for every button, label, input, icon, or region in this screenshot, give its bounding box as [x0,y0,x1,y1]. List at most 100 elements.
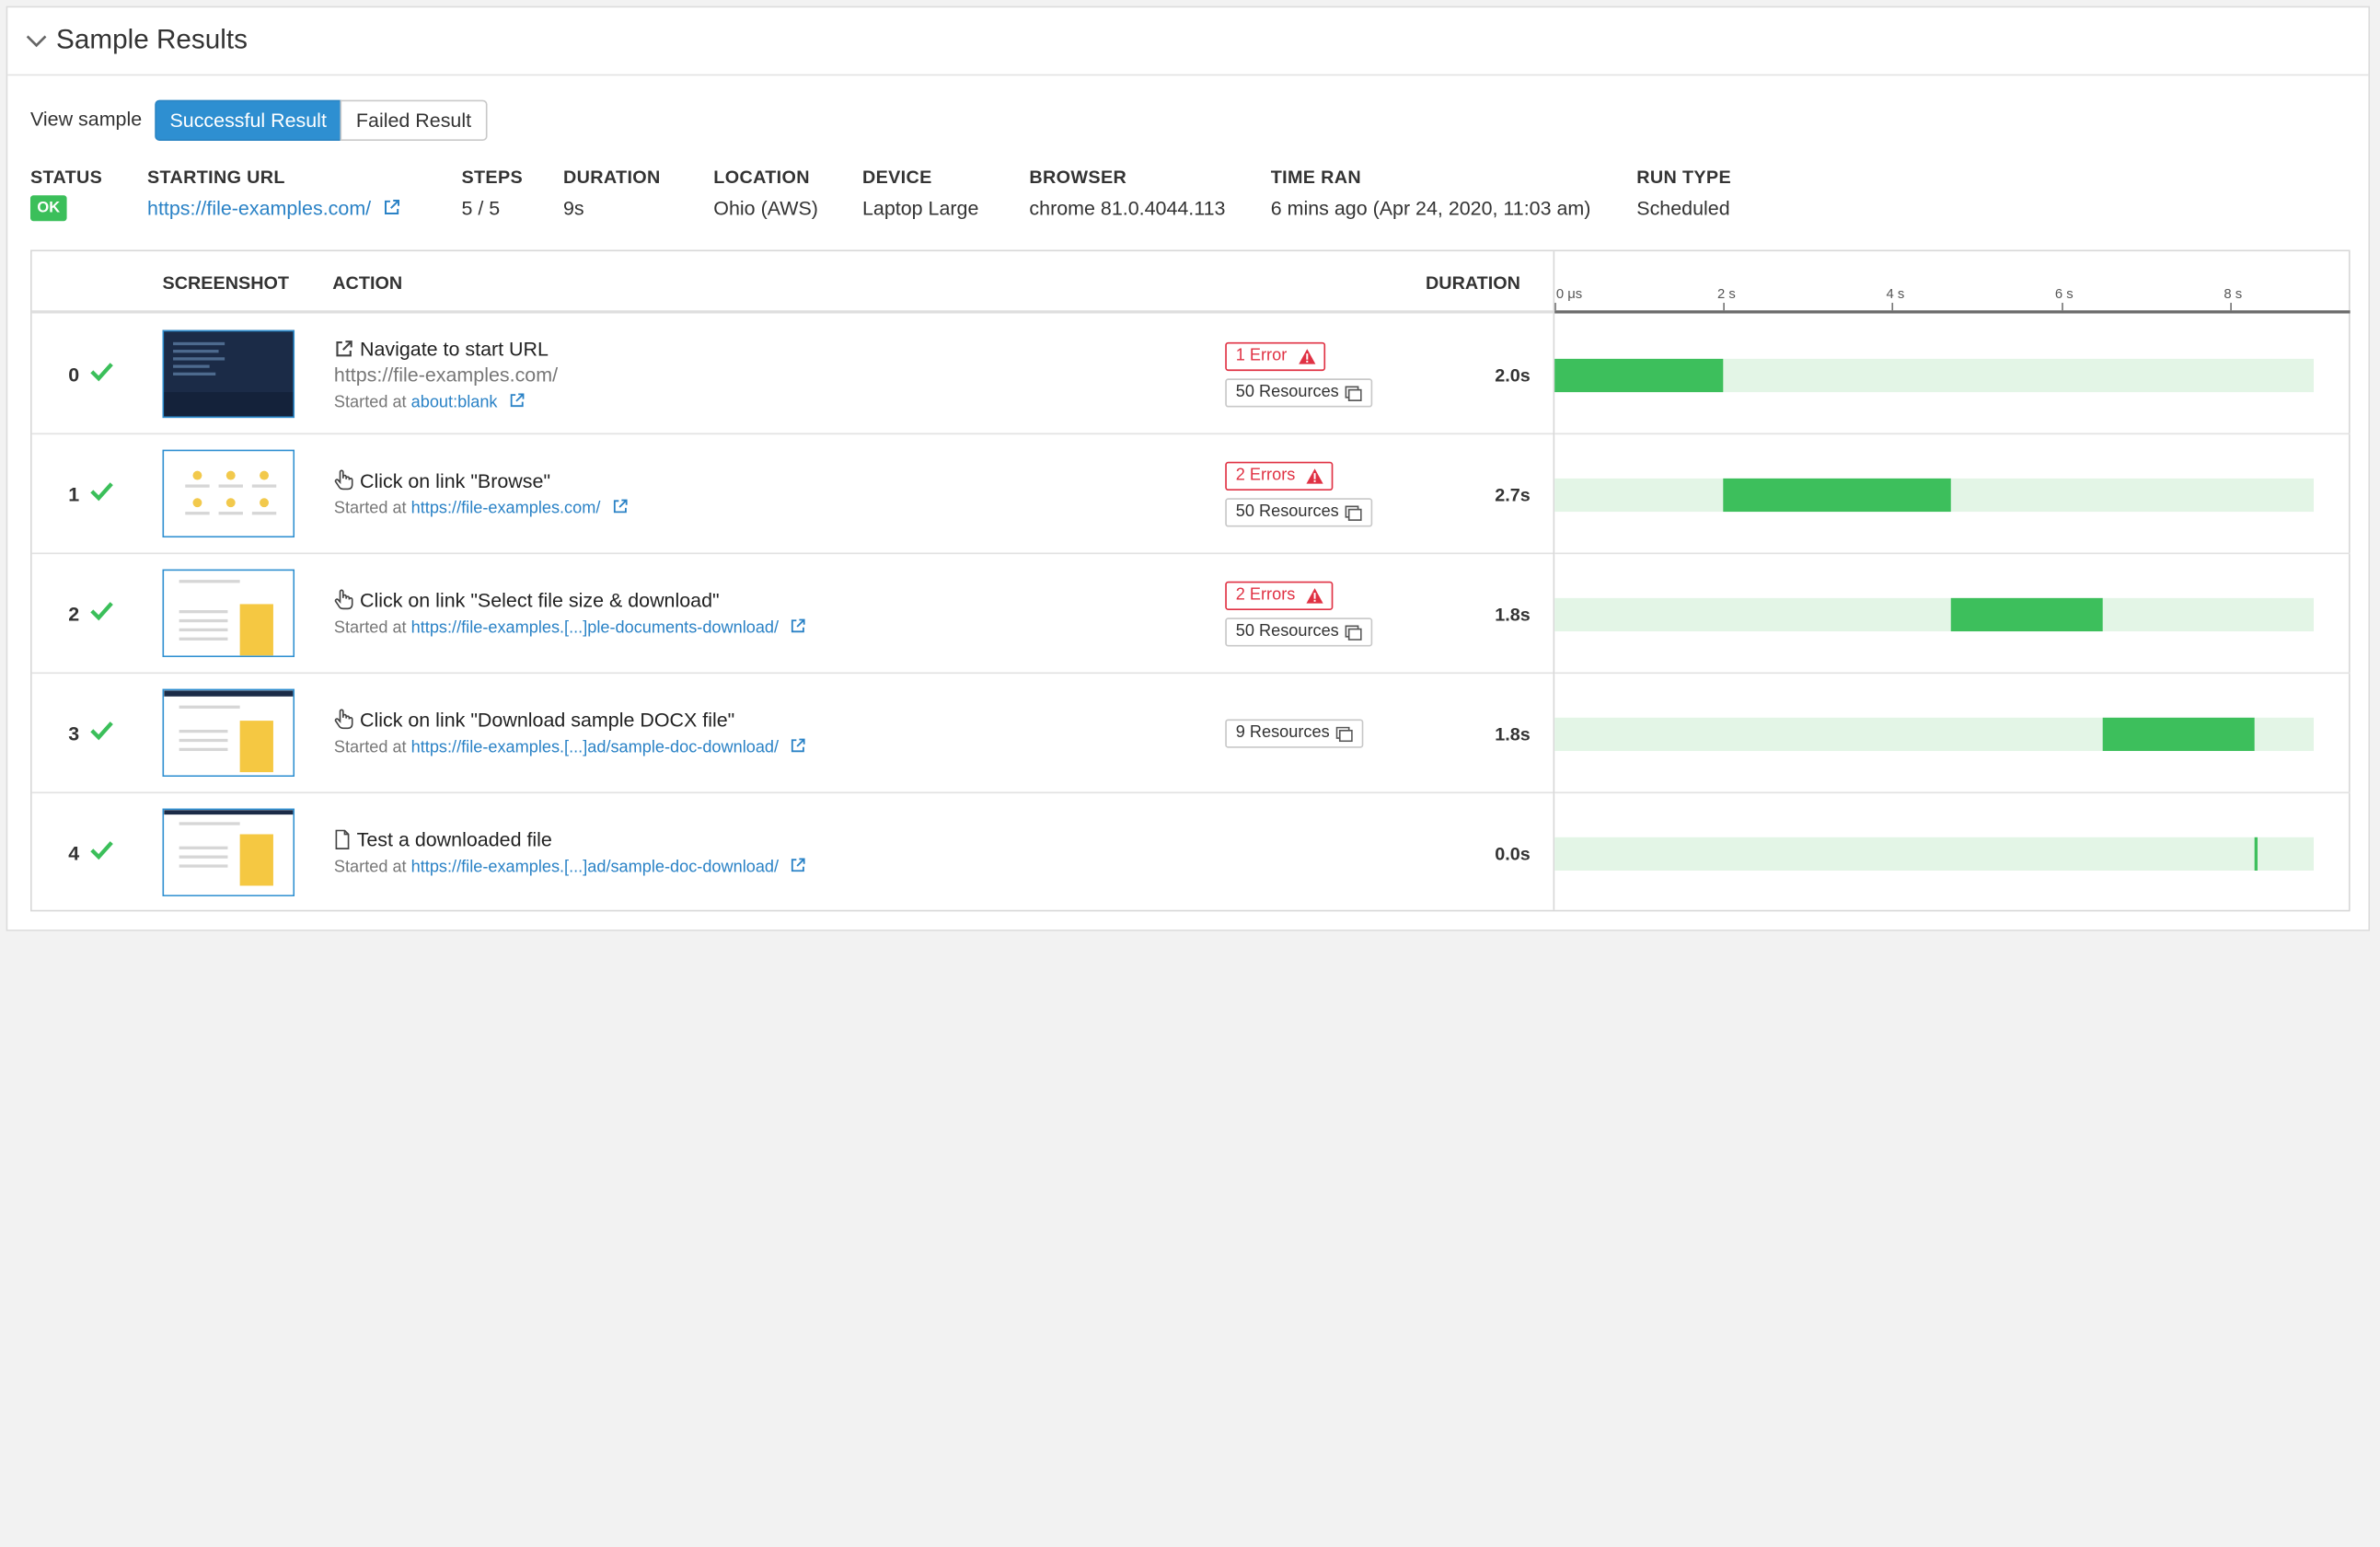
starting-url-link[interactable]: https://file-examples.com/ [147,196,372,220]
external-link-icon[interactable] [790,857,806,873]
timeline-row [1554,434,2351,555]
warning-icon [1306,468,1323,484]
table-header: SCREENSHOT ACTION DURATION [31,251,2349,314]
panel-header: Sample Results [7,7,2369,76]
check-icon [90,602,113,621]
step-action: Click on link "Download sample DOCX file… [334,709,734,732]
table-row[interactable]: 2 Click on link "Select file size & down… [31,554,1554,675]
resources-count: 50 Resources [1235,383,1339,401]
error-badge[interactable]: 2 Errors [1225,581,1334,611]
column-screenshot: SCREENSHOT [162,272,289,294]
timeline-tick-label: 6 s [2054,285,2074,302]
location-header: LOCATION [713,166,810,189]
external-link-icon[interactable] [611,498,628,514]
timeline-bar[interactable] [1554,358,1724,393]
failed-result-button[interactable]: Failed Result [340,99,488,142]
chevron-down-icon[interactable] [24,29,48,52]
starting-url-header: STARTING URL [147,166,285,189]
resources-icon [1345,625,1362,641]
steps-value: 5 / 5 [461,196,501,220]
resources-badge[interactable]: 50 Resources [1225,498,1373,527]
step-started-at: Started at https://file-examples.[...]ad… [333,857,806,877]
step-started-at: Started at https://file-examples.[...]pl… [333,618,806,638]
timeline-axis [1554,310,2351,314]
external-link-icon[interactable] [383,199,401,217]
successful-result-button[interactable]: Successful Result [155,99,342,142]
timeline-track [1554,837,2314,871]
resources-count: 50 Resources [1235,502,1339,521]
error-badge[interactable]: 2 Errors [1225,461,1334,491]
check-icon [90,722,113,741]
timeline-tick-mark [2061,303,2063,311]
step-duration: 1.8s [1495,723,1531,745]
timeline-tick-label: 2 s [1717,285,1736,302]
table-row[interactable]: 4 Test a downloaded file Started at http… [32,793,1554,913]
step-screenshot[interactable] [162,808,295,896]
pointer-hand-icon [334,469,353,491]
column-action: ACTION [332,272,403,294]
status-header: STATUS [29,166,103,189]
step-index: 0 [68,363,80,387]
step-screenshot[interactable] [162,688,295,777]
timeline-tick-label: 8 s [2224,285,2243,302]
started-at-link[interactable]: about:blank [410,393,498,412]
pointer-hand-icon [334,709,353,730]
check-icon [90,841,113,860]
external-link-icon[interactable] [790,618,806,634]
run-type-header: RUN TYPE [1636,166,1732,189]
steps-table: SCREENSHOT ACTION DURATION 0 μs 2 s 4 s 6 s… [29,249,2351,913]
step-index: 1 [68,482,80,506]
error-count: 2 Errors [1235,466,1296,485]
duration-value: 9s [563,196,584,220]
timeline-tick-mark [2229,303,2232,311]
error-badge[interactable]: 1 Error [1225,341,1326,372]
started-at-prefix: Started at [333,393,407,412]
timeline-bar[interactable] [1723,478,1952,513]
step-screenshot[interactable] [162,329,295,419]
resources-icon [1335,726,1353,743]
started-at-prefix: Started at [333,858,407,877]
duration-header: DURATION [563,166,661,189]
resources-badge[interactable]: 9 Resources [1225,719,1364,748]
resources-count: 50 Resources [1235,622,1339,641]
step-started-at: Started at about:blank [334,392,525,411]
resources-icon [1345,386,1362,401]
starting-url-value: https://file-examples.com/ [147,197,401,220]
resources-badge[interactable]: 50 Resources [1225,618,1373,647]
timeline-tick-mark [1554,303,1556,311]
resources-icon [1345,505,1362,521]
started-at-prefix: Started at [333,499,407,518]
pointer-hand-icon [334,589,353,610]
resources-badge[interactable]: 50 Resources [1225,378,1373,408]
error-count: 1 Error [1235,346,1288,365]
started-at-link[interactable]: https://file-examples.[...]ple-documents… [410,618,780,638]
step-screenshot[interactable] [162,449,295,538]
timeline-track [1554,597,2314,632]
step-duration: 2.0s [1495,364,1531,387]
step-action: Click on link "Select file size & downlo… [334,589,720,612]
step-action-label: Click on link "Select file size & downlo… [359,588,720,612]
step-action-label: Navigate to start URL [359,337,549,361]
external-link-icon[interactable] [790,737,806,754]
step-started-at: Started at https://file-examples.[...]ad… [334,737,806,757]
column-divider [1553,251,1555,910]
timeline-bar[interactable] [2255,837,2258,871]
started-at-link[interactable]: https://file-examples.com/ [410,499,601,518]
step-screenshot[interactable] [162,569,295,658]
timeline-bar[interactable] [1951,597,2104,632]
timeline-row [1554,674,2351,794]
started-at-prefix: Started at [333,618,407,638]
started-at-link[interactable]: https://file-examples.[...]ad/sample-doc… [410,858,780,877]
timeline-tick-label: 4 s [1886,285,1905,302]
step-index: 4 [68,841,80,865]
step-action-label: Click on link "Download sample DOCX file… [359,708,735,732]
external-link-icon[interactable] [508,392,525,409]
table-row[interactable]: 3 Click on link "Download sample DOCX fi… [31,674,1554,794]
device-value: Laptop Large [861,196,979,220]
table-row[interactable]: 1 Click on link "Browse" Started at http… [31,434,1554,555]
table-row[interactable]: 0 Navigate to start URL https://file-exa… [31,315,1554,435]
started-at-link[interactable]: https://file-examples.[...]ad/sample-doc… [410,738,780,757]
timeline-bar[interactable] [2103,717,2256,752]
timeline-row [1554,554,2351,675]
browser-header: BROWSER [1029,166,1127,189]
